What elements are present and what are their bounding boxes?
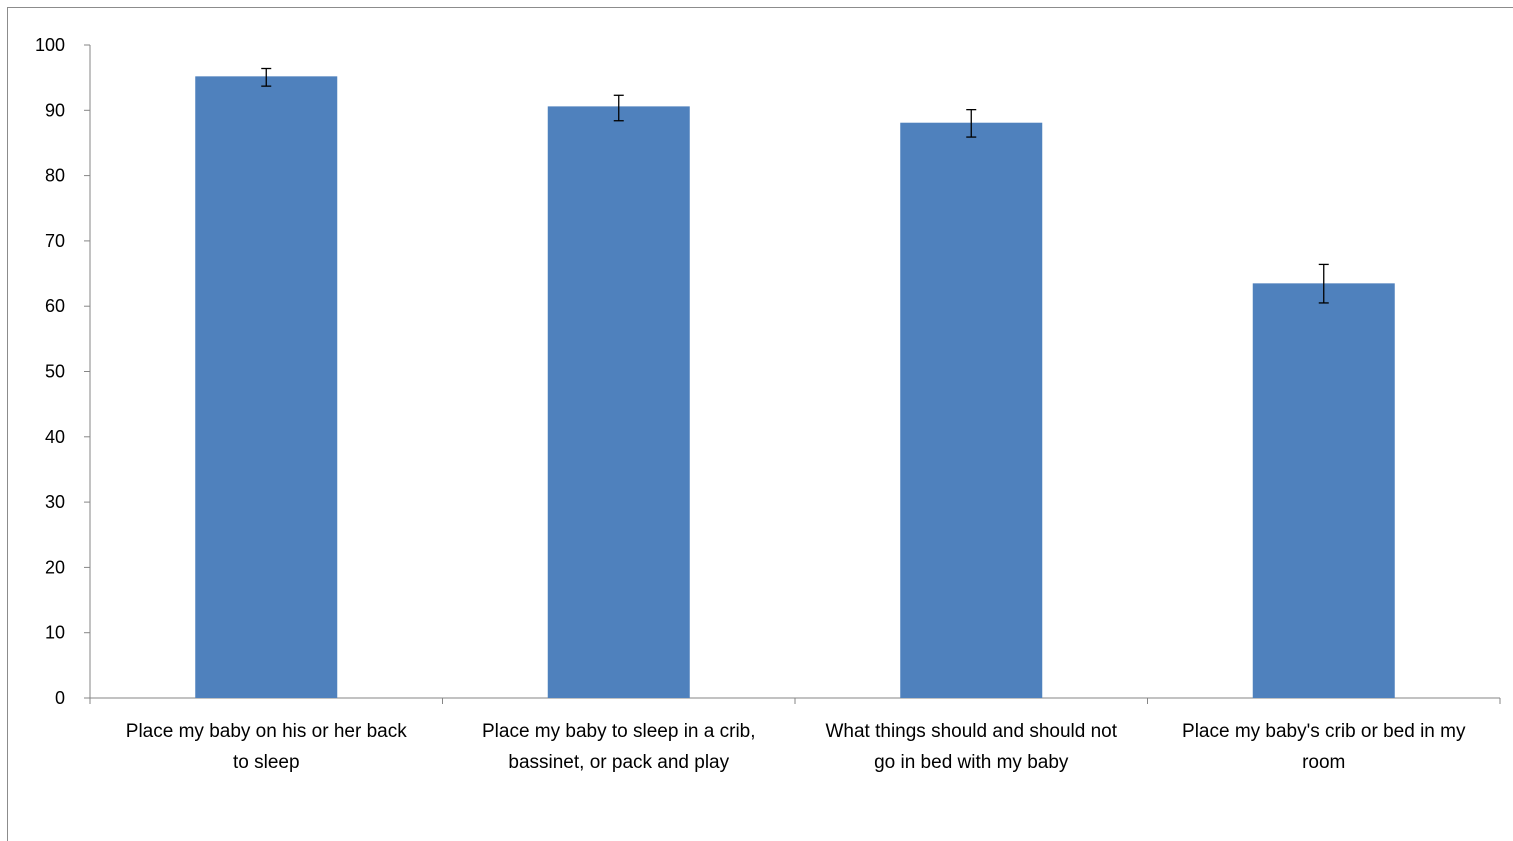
error-bars xyxy=(261,67,1329,304)
category-label-line: go in bed with my baby xyxy=(874,752,1069,773)
bar xyxy=(195,76,338,699)
y-tick-label: 60 xyxy=(45,296,65,316)
x-axis xyxy=(89,697,1501,704)
y-tick-label: 90 xyxy=(45,100,65,120)
bar xyxy=(900,122,1043,698)
category-label: Place my baby's crib or bed in my room xyxy=(1182,721,1466,773)
category-label-line: bassinet, or pack and play xyxy=(508,752,729,773)
category-label-line: Place my baby to sleep in a crib, xyxy=(482,721,756,742)
y-tick-label: 50 xyxy=(45,362,65,382)
category-label: What things should and should not go in b… xyxy=(825,721,1117,773)
y-tick-label: 100 xyxy=(35,35,65,55)
y-axis: 0 10 20 30 40 50 60 70 80 90 100 xyxy=(35,35,91,708)
bar xyxy=(547,106,690,698)
y-tick-label: 30 xyxy=(45,492,65,512)
category-label: Place my baby on his or her back to sleep xyxy=(126,721,407,773)
y-tick-label: 70 xyxy=(45,231,65,251)
y-tick-label: 20 xyxy=(45,557,65,577)
category-label-line: What things should and should not xyxy=(825,721,1117,742)
category-label-line: to sleep xyxy=(233,752,300,773)
category-label-line: room xyxy=(1302,752,1345,773)
category-labels: Place my baby on his or her back to sleep… xyxy=(126,721,1466,773)
y-tick-label: 40 xyxy=(45,427,65,447)
category-label: Place my baby to sleep in a crib, bassine… xyxy=(482,721,756,773)
y-tick-label: 80 xyxy=(45,166,65,186)
y-tick-label: 0 xyxy=(55,688,65,708)
bars xyxy=(195,76,1395,699)
bar xyxy=(1252,283,1395,698)
category-label-line: Place my baby on his or her back xyxy=(126,721,407,742)
y-tick-label: 10 xyxy=(45,623,65,643)
category-label-line: Place my baby's crib or bed in my xyxy=(1182,721,1466,742)
